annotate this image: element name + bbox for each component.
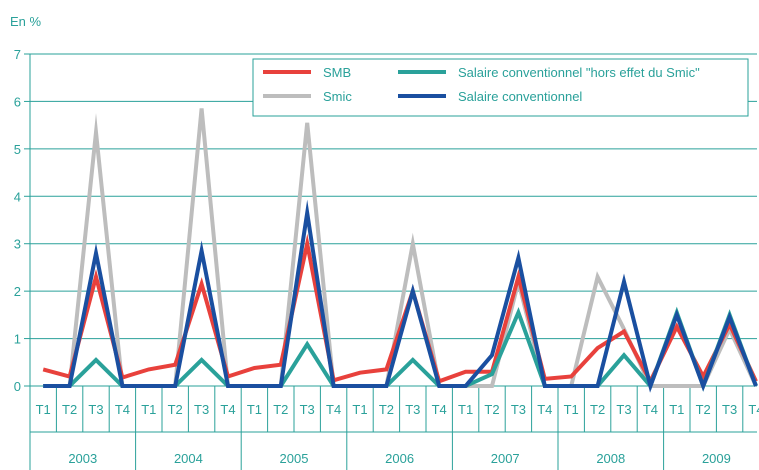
year-tick-label: 2004 xyxy=(174,451,203,466)
series-lines xyxy=(42,108,758,393)
y-tick-label: 1 xyxy=(14,332,21,347)
legend-label: Salaire conventionnel xyxy=(458,89,582,104)
y-tick-label: 6 xyxy=(14,94,21,109)
quarter-tick-label: T3 xyxy=(616,402,631,417)
quarter-tick-label: T2 xyxy=(168,402,183,417)
quarter-tick-label: T1 xyxy=(247,402,262,417)
quarter-tick-label: T3 xyxy=(511,402,526,417)
quarter-tick-label: T2 xyxy=(273,402,288,417)
quarter-tick-label: T1 xyxy=(458,402,473,417)
quarter-tick-label: T4 xyxy=(115,402,130,417)
series-line xyxy=(43,199,758,393)
year-tick-label: 2008 xyxy=(596,451,625,466)
quarter-tick-label: T2 xyxy=(379,402,394,417)
year-tick-label: 2003 xyxy=(68,451,97,466)
quarter-tick-label: T1 xyxy=(36,402,51,417)
quarter-tick-label: T1 xyxy=(141,402,156,417)
quarter-tick-label: T2 xyxy=(696,402,711,417)
y-tick-label: 5 xyxy=(14,142,21,157)
legend-box xyxy=(252,58,749,117)
quarter-tick-label: T4 xyxy=(748,402,759,417)
year-tick-label: 2006 xyxy=(385,451,414,466)
year-tick-label: 2005 xyxy=(280,451,309,466)
quarter-tick-label: T1 xyxy=(352,402,367,417)
year-tick-label: 2007 xyxy=(491,451,520,466)
quarter-tick-label: T2 xyxy=(590,402,605,417)
x-axis: T1 T2 T3 T4 T1 T2 T3 T4 T1 T2 T3 T4 T1 T2 T3 T4 T1 T2 T3 T4… xyxy=(29,386,759,470)
y-tick-label: 2 xyxy=(14,284,21,299)
quarter-tick-label: T4 xyxy=(537,402,552,417)
quarter-tick-label: T3 xyxy=(722,402,737,417)
y-axis-label: En % xyxy=(10,14,42,29)
y-tick-label: 0 xyxy=(14,379,21,394)
y-tick-label: 3 xyxy=(14,237,21,252)
y-axis-ticks: 0 1 2 3 4 5 6 7 xyxy=(14,47,31,394)
year-tick-label: 2009 xyxy=(702,451,731,466)
quarter-tick-label: T3 xyxy=(88,402,103,417)
quarter-tick-label: T4 xyxy=(326,402,341,417)
legend-label: Smic xyxy=(323,89,352,104)
quarter-tick-label: T4 xyxy=(220,402,235,417)
quarter-tick-label: T4 xyxy=(643,402,658,417)
y-tick-label: 7 xyxy=(14,47,21,62)
quarter-tick-label: T3 xyxy=(405,402,420,417)
quarter-tick-label: T3 xyxy=(194,402,209,417)
series-line xyxy=(42,233,758,386)
quarter-tick-label: T1 xyxy=(564,402,579,417)
legend-label: SMB xyxy=(323,65,351,80)
legend: SMB Smic Salaire conventionnel "hors effet… xyxy=(252,58,749,117)
y-tick-label: 4 xyxy=(14,189,21,204)
quarter-tick-label: T4 xyxy=(432,402,447,417)
legend-label: Salaire conventionnel "hors effet du Smi… xyxy=(458,65,700,80)
quarter-tick-label: T2 xyxy=(62,402,77,417)
quarter-tick-label: T3 xyxy=(300,402,315,417)
gridlines xyxy=(30,53,757,387)
quarter-tick-label: T2 xyxy=(484,402,499,417)
quarter-tick-label: T1 xyxy=(669,402,684,417)
